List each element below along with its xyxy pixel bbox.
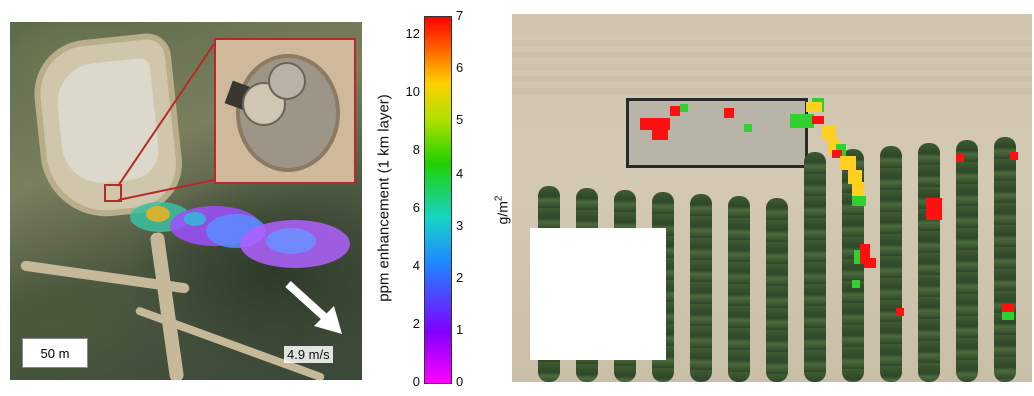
methane-plume xyxy=(184,212,206,226)
plume-pixel xyxy=(832,150,842,158)
plume-pixel xyxy=(1002,304,1014,312)
colorbar-legend: 12 10 8 6 4 2 0 7 6 5 4 3 2 1 0 ppm enha… xyxy=(362,0,512,396)
plume-pixel xyxy=(1010,152,1018,160)
right-tick: 6 xyxy=(456,60,464,75)
plume-pixel xyxy=(926,198,942,220)
unit-base: g/m xyxy=(494,201,511,225)
tree-row xyxy=(766,198,788,382)
right-tick: 7 xyxy=(456,8,464,23)
plume-pixel xyxy=(1002,312,1014,320)
source-marker xyxy=(104,184,122,202)
left-tick: 0 xyxy=(412,374,420,389)
orchard-satellite-image xyxy=(512,14,1032,382)
plume-pixel xyxy=(854,250,862,264)
plume-pixel xyxy=(956,154,964,162)
tank xyxy=(242,82,286,126)
right-tick: 5 xyxy=(456,112,464,127)
colorbar xyxy=(424,16,452,384)
tree-row xyxy=(804,152,826,382)
plume-pixel xyxy=(812,116,824,124)
plume-pixel xyxy=(640,118,670,130)
plume-pixel xyxy=(790,114,814,128)
wind-direction-arrow xyxy=(285,281,342,334)
right-tick: 1 xyxy=(456,322,464,337)
right-tick: 0 xyxy=(456,374,464,389)
tree-row xyxy=(842,149,864,382)
plume-pixel xyxy=(724,108,734,118)
tree-row xyxy=(994,137,1016,382)
colorbar-ppm-axis-label: ppm enhancement (1 km layer) xyxy=(375,94,393,302)
right-tick: 2 xyxy=(456,270,464,285)
field-rows xyxy=(512,34,1032,94)
tank xyxy=(268,62,306,100)
methane-plume xyxy=(266,228,316,254)
left-tick: 12 xyxy=(405,26,420,41)
colorbar-mass-axis-label: g/m2 xyxy=(494,196,511,225)
tree-row xyxy=(728,196,750,382)
plume-pixel xyxy=(852,182,864,196)
tree-row xyxy=(880,146,902,382)
plume-pixel xyxy=(806,102,822,112)
methane-plume xyxy=(146,206,170,222)
left-tick: 4 xyxy=(412,258,420,273)
plume-pixel xyxy=(852,280,860,288)
masked-region xyxy=(530,228,666,360)
tree-row xyxy=(956,140,978,382)
plume-pixel xyxy=(680,104,688,112)
inset-connector-lines xyxy=(117,43,215,201)
right-tick: 4 xyxy=(456,166,464,181)
plume-pixel xyxy=(864,258,876,268)
plume-satellite-image: 50 m 4.9 m/s xyxy=(10,22,362,380)
tree-row xyxy=(690,194,712,382)
plume-pixel xyxy=(896,308,904,316)
left-tick: 2 xyxy=(412,316,420,331)
scale-label: 50 m xyxy=(22,338,88,368)
plume-pixel xyxy=(744,124,752,132)
plume-pixel xyxy=(670,106,680,116)
plume-pixel xyxy=(822,126,836,140)
wind-speed-label: 4.9 m/s xyxy=(284,346,333,363)
source-inset-zoom xyxy=(214,38,356,184)
plume-pixel xyxy=(652,128,668,140)
plume-pixel xyxy=(848,170,862,184)
left-tick: 10 xyxy=(405,84,420,99)
plume-pixel xyxy=(852,196,866,206)
tree-row xyxy=(918,143,940,382)
plume-pixel xyxy=(840,156,856,170)
right-tick: 3 xyxy=(456,218,464,233)
unit-exponent: 2 xyxy=(493,195,505,202)
left-tick: 8 xyxy=(412,142,420,157)
plume-pixel xyxy=(860,244,870,264)
left-tick: 6 xyxy=(412,200,420,215)
